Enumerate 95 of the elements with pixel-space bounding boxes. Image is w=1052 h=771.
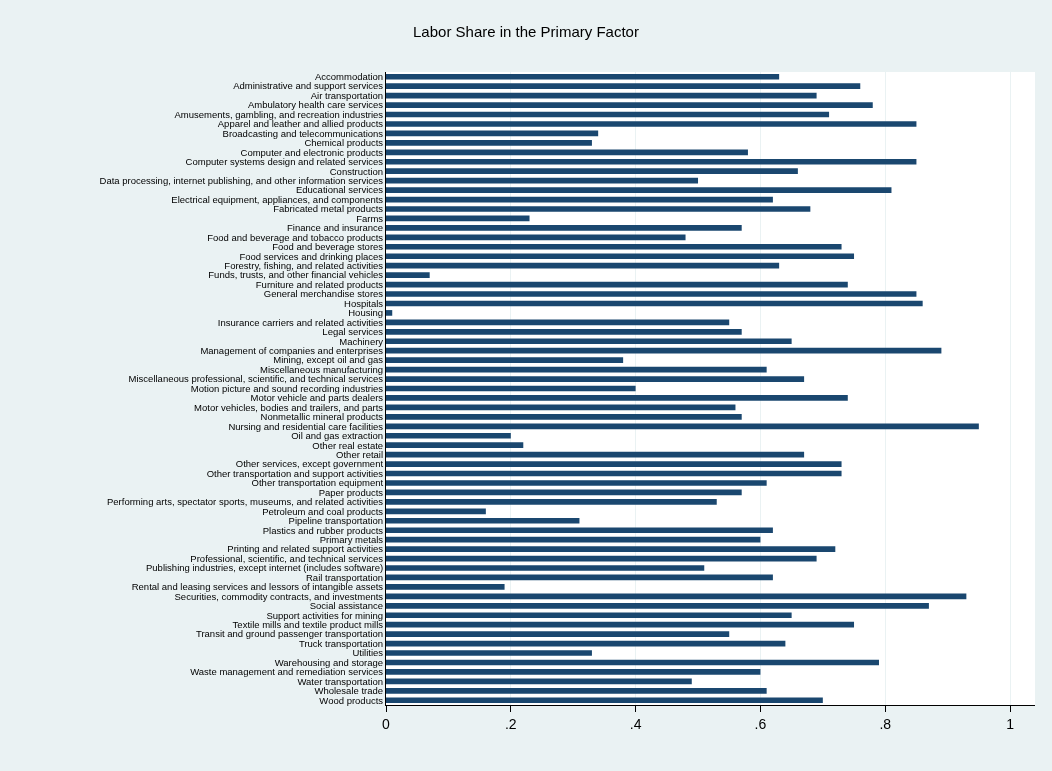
bar: [386, 328, 742, 335]
bar: [386, 187, 892, 193]
bar: [386, 697, 823, 704]
y-tick-label: Printing and related support activities: [227, 543, 384, 555]
y-tick-label: Construction: [329, 165, 384, 177]
y-tick-label: Machinery: [339, 335, 384, 347]
y-tick-label: Other services, except government: [235, 458, 384, 470]
bar: [386, 631, 730, 637]
bar: [386, 687, 767, 694]
bar: [386, 442, 524, 449]
y-tick-label: General merchandise stores: [263, 288, 384, 300]
y-tick-label: Data processing, internet publishing, and other information services: [99, 174, 384, 186]
bar: [386, 253, 855, 260]
bar: [386, 140, 592, 146]
bar: [386, 272, 430, 278]
bar: [386, 414, 742, 420]
bar: [386, 602, 929, 609]
bar: [386, 102, 873, 108]
bar: [386, 376, 805, 382]
y-tick-label: Management of companies and enterprises: [200, 345, 384, 357]
y-tick-label: Pipeline transportation: [288, 515, 384, 527]
y-tick-label: Miscellaneous professional, scientific, and technical services: [128, 373, 384, 385]
bar: [386, 158, 917, 165]
y-tick-label: Accommodation: [314, 71, 384, 83]
y-tick-label: Publishing industries, except internet (includes software): [146, 562, 384, 574]
y-tick-label: Performing arts, spectator sports, museums, and related activities: [106, 496, 384, 508]
x-tick-label: .8: [879, 715, 892, 732]
bar: [386, 243, 842, 250]
y-tick-label: Finance and insurance: [286, 222, 384, 234]
y-tick-label: Other retail: [336, 448, 384, 460]
y-tick-label: Farms: [356, 212, 384, 224]
y-tick-label: Administrative and support services: [233, 80, 384, 92]
bar: [386, 357, 624, 363]
chart-title: Labor Share in the Primary Factor: [413, 23, 639, 41]
bar: [386, 206, 811, 212]
bar: [386, 338, 792, 345]
x-tick-label: .6: [754, 715, 767, 732]
y-tick-label: Rental and leasing services and lessors of intangible assets: [131, 581, 384, 593]
x-tick-label: 1: [1006, 715, 1015, 732]
y-tick-label: Wood products: [319, 694, 384, 706]
bar: [386, 121, 917, 127]
y-tick-label: Hospitals: [344, 297, 384, 309]
y-tick-label: Chemical products: [304, 137, 384, 149]
bar: [386, 168, 798, 175]
bar: [386, 527, 773, 534]
bar: [386, 291, 917, 297]
y-tick-label: Food and beverage stores: [272, 241, 384, 253]
bar: [386, 395, 848, 401]
y-tick-label: Water transportation: [297, 675, 384, 687]
y-tick-label: Textile mills and textile product mills: [232, 619, 384, 631]
y-tick-label: Furniture and related products: [255, 278, 384, 290]
y-tick-label: Motor vehicles, bodies and trailers, and parts: [194, 401, 384, 413]
bar: [386, 536, 761, 543]
y-tick-label: Electrical equipment, appliances, and components: [171, 193, 384, 205]
bar: [386, 480, 767, 486]
y-tick-label: Support activities for mining: [266, 609, 384, 621]
y-tick-label: Oil and gas extraction: [291, 430, 384, 442]
y-tick-label: Petroleum and coal products: [262, 505, 384, 517]
y-tick-label: Warehousing and storage: [274, 656, 384, 668]
bar: [386, 669, 761, 675]
bar: [386, 73, 780, 80]
bar: [386, 508, 486, 515]
bar: [386, 612, 792, 619]
bar: [386, 262, 780, 269]
y-tick-label: Other transportation equipment: [251, 477, 384, 489]
bar: [386, 149, 748, 156]
bar: [386, 83, 861, 90]
bar: [386, 423, 979, 430]
bar: [386, 621, 855, 628]
bar: [386, 565, 705, 571]
bar: [386, 546, 836, 552]
y-tick-label: Housing: [348, 307, 384, 319]
x-tick-label: .2: [504, 715, 517, 732]
bar: [386, 225, 742, 231]
y-tick-label: Forestry, fishing, and related activities: [224, 260, 384, 272]
bar: [386, 347, 942, 354]
y-tick-label: Educational services: [295, 184, 384, 196]
bar: [386, 584, 505, 590]
bar: [386, 461, 842, 467]
bar: [386, 499, 717, 505]
bar: [386, 517, 580, 524]
y-tick-label: Legal services: [322, 326, 384, 338]
y-tick-label: Waste management and remediation services: [190, 666, 384, 678]
y-tick-label: Wholesale trade: [314, 685, 384, 697]
y-tick-label: Social assistance: [309, 600, 384, 612]
y-tick-label: Food and beverage and tobacco products: [207, 231, 384, 243]
y-tick-label: Utilities: [352, 647, 384, 659]
bar: [386, 432, 511, 439]
y-tick-label: Computer systems design and related services: [185, 156, 384, 168]
y-tick-label: Nonmetallic mineral products: [260, 411, 384, 423]
y-tick-label: Fabricated metal products: [273, 203, 384, 215]
x-tick-label: .4: [629, 715, 642, 732]
bar: [386, 310, 393, 316]
x-tick-label: 0: [382, 715, 391, 732]
bar: [386, 650, 592, 656]
